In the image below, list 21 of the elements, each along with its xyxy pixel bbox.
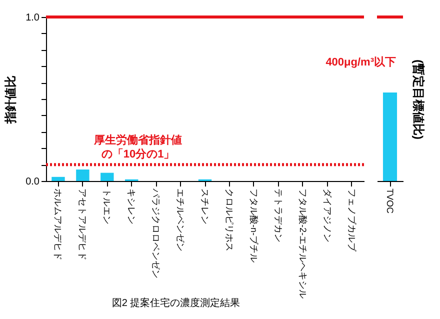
x-tick-label: ダイアジノン: [322, 188, 332, 242]
x-tick-label: アセトアルデヒド: [78, 188, 88, 260]
x-tick-label: パラジクロロベンゼン: [151, 188, 162, 278]
caption: 図2 提案住宅の濃度測定結果: [112, 297, 240, 309]
x-tick-label: フタル酸-n-ブチル: [248, 188, 259, 262]
y-axis-title: 指針値比: [4, 76, 18, 124]
y-tick-label: 0.0: [26, 176, 40, 188]
x-tick-label: キシレン: [126, 188, 137, 224]
x-tick-label: エチルベンゼン: [176, 188, 186, 252]
ref-line-label: 厚生労働省指針値の「10分の1」: [93, 134, 182, 161]
x-tick-label: トルエン: [102, 188, 112, 224]
x-tick-label: ホルムアルデヒド: [53, 188, 64, 260]
x-tick-label: クロルピリホス: [224, 188, 234, 252]
x-tick-label: スチレン: [200, 188, 210, 224]
x-tick-label: テトラデカン: [273, 188, 284, 242]
x-tick-label: フェノブカルブ: [346, 188, 357, 252]
x-tick-label: TVOC: [385, 188, 395, 214]
x-tick-label: フタル酸-2-エチルヘキシル: [298, 188, 308, 298]
annotation: 400μg/m³以下: [326, 55, 396, 68]
y-axis-title: (暫定目標値比): [412, 60, 426, 140]
y-tick-label: 1.0: [26, 12, 40, 24]
